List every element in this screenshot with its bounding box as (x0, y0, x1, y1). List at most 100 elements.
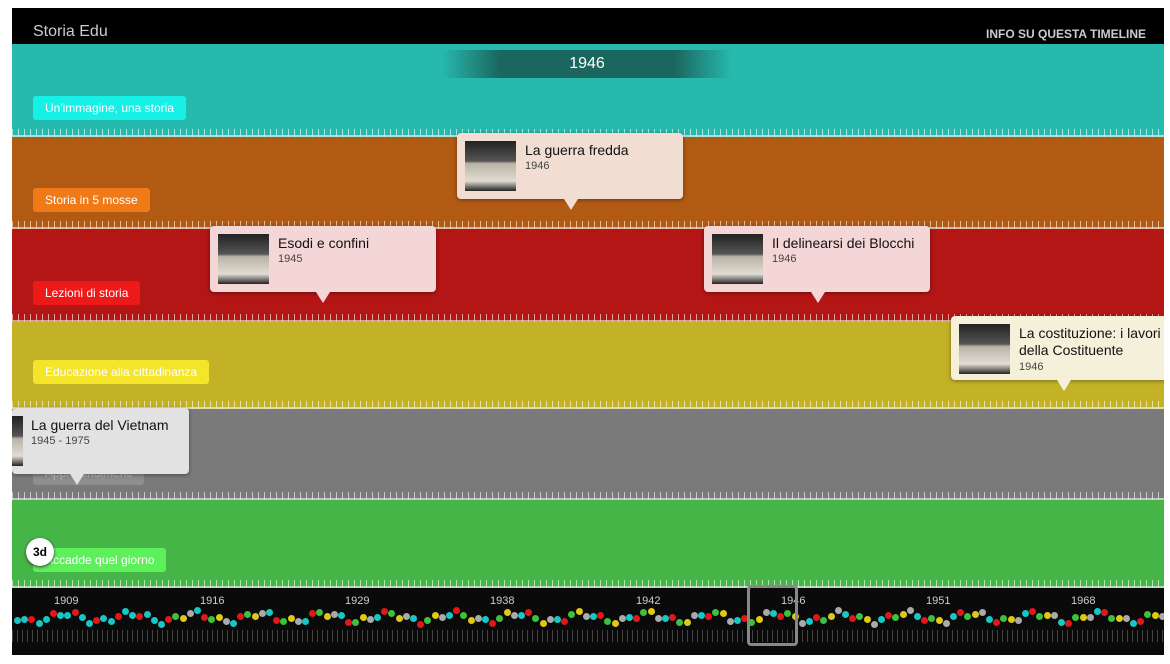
event-dot[interactable] (993, 619, 1001, 627)
event-dot[interactable] (93, 616, 101, 624)
event-dot[interactable] (870, 620, 878, 628)
event-dot[interactable] (381, 607, 389, 615)
event-dot[interactable] (662, 615, 669, 623)
event-dot[interactable] (654, 614, 662, 622)
event-dot[interactable] (1007, 616, 1015, 624)
event-dot[interactable] (1072, 613, 1080, 621)
event-dot[interactable] (978, 609, 986, 617)
event-dot[interactable] (186, 610, 194, 618)
event-dot[interactable] (510, 612, 518, 620)
event-dot[interactable] (215, 613, 223, 621)
event-dot[interactable] (165, 615, 173, 623)
event-dot[interactable] (719, 610, 727, 618)
event-dot[interactable] (129, 611, 137, 619)
event-dot[interactable] (590, 612, 597, 620)
event-dot[interactable] (280, 617, 288, 625)
event-dot[interactable] (1079, 614, 1087, 622)
event-dot[interactable] (892, 614, 900, 622)
event-dot[interactable] (78, 613, 86, 621)
event-dot[interactable] (323, 613, 331, 621)
event-dot[interactable] (633, 615, 641, 623)
event-dot[interactable] (467, 617, 475, 625)
event-dot[interactable] (1130, 620, 1137, 628)
event-dot[interactable] (374, 614, 381, 622)
zoom-level-badge[interactable]: 3d (26, 538, 54, 566)
event-dot[interactable] (71, 608, 79, 616)
event-dot[interactable] (474, 615, 482, 623)
event-dot[interactable] (42, 616, 50, 624)
event-dot[interactable] (287, 614, 295, 622)
event-dot[interactable] (914, 613, 921, 621)
event-dot[interactable] (539, 619, 547, 627)
event-card[interactable]: La guerra fredda 1946 (457, 133, 683, 210)
band-label[interactable]: Educazione alla cittadinanza (33, 360, 210, 384)
event-dot[interactable] (748, 618, 756, 626)
event-dot[interactable] (143, 611, 151, 619)
event-dot[interactable] (770, 610, 777, 618)
event-dot[interactable] (294, 618, 302, 626)
event-dot[interactable] (114, 612, 122, 620)
event-dot[interactable] (1029, 608, 1037, 616)
event-dot[interactable] (582, 612, 590, 620)
event-dot[interactable] (726, 617, 734, 625)
event-dot[interactable] (64, 612, 72, 620)
event-dot[interactable] (410, 614, 417, 622)
event-dot[interactable] (366, 616, 374, 624)
event-dot[interactable] (460, 611, 468, 619)
event-dot[interactable] (35, 619, 43, 627)
info-link[interactable]: INFO SU QUESTA TIMELINE (985, 27, 1146, 41)
event-dot[interactable] (302, 617, 309, 625)
event-dot[interactable] (806, 617, 813, 625)
event-dot[interactable] (640, 609, 648, 617)
event-dot[interactable] (813, 614, 821, 622)
event-dot[interactable] (107, 617, 115, 625)
navigator-selection-handle[interactable] (747, 585, 798, 646)
event-dot[interactable] (899, 611, 907, 619)
event-dot[interactable] (971, 610, 979, 618)
event-dot[interactable] (352, 618, 360, 626)
event-dot[interactable] (762, 609, 770, 617)
event-dot[interactable] (942, 619, 950, 627)
event-dot[interactable] (417, 620, 425, 628)
event-dot[interactable] (698, 611, 705, 619)
event-dot[interactable] (827, 613, 835, 621)
event-dot[interactable] (878, 616, 885, 624)
event-dot[interactable] (626, 613, 633, 621)
event-dot[interactable] (395, 614, 403, 622)
event-dot[interactable] (179, 615, 187, 623)
event-dot[interactable] (1122, 614, 1130, 622)
event-dot[interactable] (330, 610, 338, 618)
event-dot[interactable] (273, 616, 281, 624)
event-card[interactable]: Il delinearsi dei Blocchi 1946 (704, 226, 930, 303)
event-dot[interactable] (1108, 615, 1116, 623)
event-dot[interactable] (755, 616, 763, 624)
event-dot[interactable] (122, 607, 129, 615)
event-dot[interactable] (1050, 612, 1058, 620)
event-dot[interactable] (798, 620, 806, 628)
event-dot[interactable] (1158, 612, 1164, 620)
event-dot[interactable] (964, 612, 972, 620)
event-dot[interactable] (957, 609, 965, 617)
event-dot[interactable] (503, 609, 511, 617)
event-dot[interactable] (546, 615, 554, 623)
event-dot[interactable] (424, 617, 432, 625)
event-card[interactable]: Esodi e confini 1945 (210, 226, 436, 303)
event-dot[interactable] (986, 616, 993, 624)
event-dot[interactable] (604, 617, 612, 625)
event-dot[interactable] (158, 620, 165, 628)
event-dot[interactable] (496, 614, 504, 622)
event-dot[interactable] (237, 613, 245, 621)
event-dot[interactable] (849, 614, 857, 622)
band-label[interactable]: Storia in 5 mosse (33, 188, 150, 212)
event-dot[interactable] (309, 609, 317, 617)
event-dot[interactable] (266, 609, 273, 617)
event-dot[interactable] (935, 617, 943, 625)
event-dot[interactable] (222, 618, 230, 626)
event-dot[interactable] (136, 613, 144, 621)
event-dot[interactable] (402, 612, 410, 620)
event-dot[interactable] (928, 614, 936, 622)
event-dot[interactable] (258, 609, 266, 617)
event-dot[interactable] (734, 617, 741, 625)
event-card[interactable]: La guerra del Vietnam 1945 - 1975 (12, 408, 189, 485)
event-dot[interactable] (86, 619, 93, 627)
